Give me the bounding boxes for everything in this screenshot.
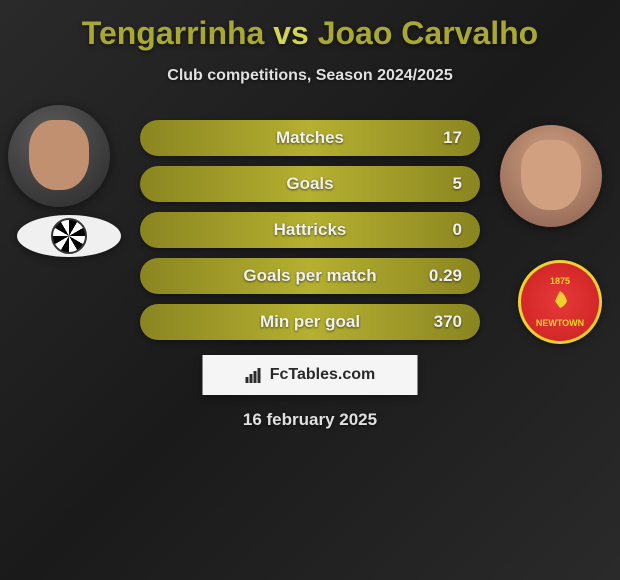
date-text: 16 february 2025 [0,410,620,430]
stat-label: Goals per match [243,266,376,286]
stat-bar-goals-per-match: Goals per match 0.29 [140,258,480,294]
stat-bar-goals: Goals 5 [140,166,480,202]
player2-club-logo: 1875 NEWTOWN [518,260,602,344]
stat-value: 5 [453,174,462,194]
stat-value: 17 [443,128,462,148]
club-year: 1875 [536,276,584,286]
player2-name: Joao Carvalho [318,15,539,51]
stat-value: 370 [434,312,462,332]
dragon-icon [545,286,575,316]
player2-avatar [500,125,602,227]
newtown-badge-content: 1875 NEWTOWN [536,276,584,328]
branding-badge: FcTables.com [203,355,418,395]
vs-text: vs [273,15,309,51]
stat-bar-matches: Matches 17 [140,120,480,156]
stat-bar-hattricks: Hattricks 0 [140,212,480,248]
player1-club-logo [17,215,121,257]
player1-name: Tengarrinha [82,15,265,51]
stat-label: Hattricks [274,220,347,240]
stats-container: Matches 17 Goals 5 Hattricks 0 Goals per… [140,120,480,350]
infographic-container: Tengarrinha vs Joao Carvalho Club compet… [0,0,620,580]
club-name: NEWTOWN [536,318,584,328]
branding-text: FcTables.com [270,366,376,384]
stat-value: 0.29 [429,266,462,286]
player2-face [521,140,581,210]
stat-label: Goals [286,174,333,194]
comparison-title: Tengarrinha vs Joao Carvalho [0,0,620,52]
stat-value: 0 [453,220,462,240]
chart-bars-icon [245,367,265,383]
subtitle-text: Club competitions, Season 2024/2025 [0,67,620,85]
boavista-checkered-icon [51,218,87,254]
stat-bar-min-per-goal: Min per goal 370 [140,304,480,340]
stat-label: Matches [276,128,344,148]
player1-avatar [8,105,110,207]
player1-face [29,120,89,190]
stat-label: Min per goal [260,312,360,332]
